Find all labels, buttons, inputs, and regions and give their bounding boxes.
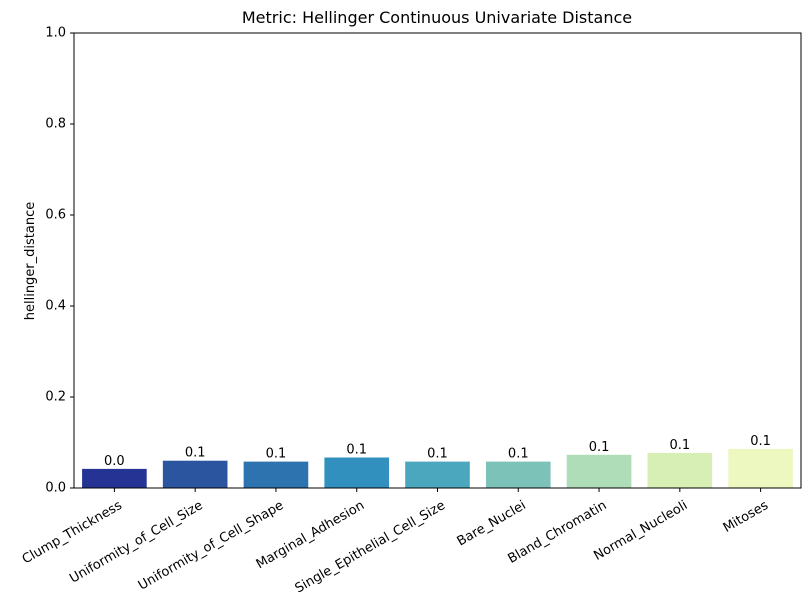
- y-axis-label: hellinger_distance: [23, 202, 38, 321]
- bar-3: [243, 461, 309, 488]
- y-tick-label-3: 0.4: [45, 299, 66, 314]
- bar-1: [82, 468, 147, 488]
- bar-8: [647, 452, 713, 488]
- data-label-7: 0.1: [589, 440, 610, 455]
- data-label-1: 0.0: [104, 454, 125, 469]
- y-tick-label-1: 0.0: [45, 481, 66, 496]
- x-tick-label-5: Single_Epithelial_Cell_Size: [293, 498, 448, 596]
- axes: Clump_ThicknessUniformity_of_Cell_SizeUn…: [20, 26, 802, 596]
- y-tick-label-4: 0.6: [45, 208, 66, 223]
- data-label-9: 0.1: [750, 434, 771, 449]
- plot-area: 0.0 0.1 0.1 0.1 0.1 0.1 0.1 0.1 0.1: [82, 434, 793, 488]
- y-tick-label-5: 0.8: [45, 117, 66, 132]
- bar-2: [162, 460, 228, 488]
- bar-7: [566, 454, 632, 488]
- bar-5: [405, 461, 470, 488]
- data-label-3: 0.1: [266, 447, 287, 462]
- data-label-5: 0.1: [427, 447, 448, 462]
- plot-frame: [73, 32, 802, 489]
- chart-title: Metric: Hellinger Continuous Univariate …: [242, 8, 632, 27]
- x-tick-label-3: Uniformity_of_Cell_Shape: [136, 498, 287, 594]
- bar-6: [485, 461, 551, 488]
- y-tick-label-6: 1.0: [45, 26, 66, 41]
- bar-9: [728, 448, 793, 488]
- data-label-8: 0.1: [669, 438, 690, 453]
- x-tick-label-6: Bare_Nuclei: [455, 498, 529, 549]
- data-label-4: 0.1: [346, 443, 367, 458]
- bar-4: [324, 457, 390, 488]
- y-tick-label-2: 0.2: [45, 390, 66, 405]
- x-tick-label-9: Mitoses: [721, 498, 771, 536]
- data-label-2: 0.1: [185, 446, 206, 461]
- data-label-6: 0.1: [508, 447, 529, 462]
- x-tick-label-2: Uniformity_of_Cell_Size: [67, 498, 205, 587]
